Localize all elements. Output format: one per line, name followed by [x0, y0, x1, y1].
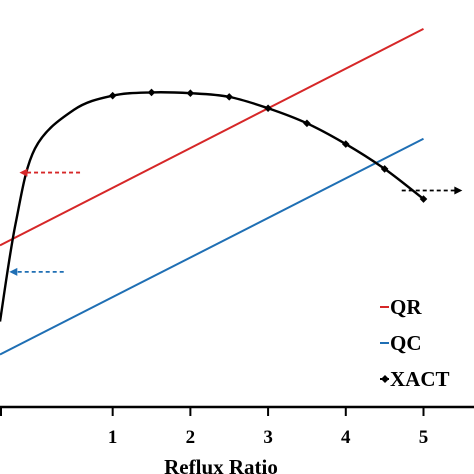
arrow-head [454, 186, 463, 195]
data-point-xact [186, 89, 195, 98]
legend-marker-xact [381, 375, 389, 383]
x-tick-label: 5 [419, 427, 429, 448]
data-point-xact [225, 93, 234, 101]
series-line-qc [0, 137, 424, 356]
data-point-xact [380, 165, 389, 173]
data-point-xact [341, 140, 350, 148]
x-tick-label: 3 [263, 427, 273, 448]
data-point-xact [264, 104, 272, 113]
data-point-xact [147, 88, 156, 97]
x-axis-label: Reflux Ratio [164, 455, 278, 474]
x-tick-label: 2 [186, 427, 196, 448]
legend-label-qc: QC [390, 331, 422, 355]
arrow-head [9, 267, 18, 276]
data-point-xact [108, 91, 117, 100]
legend-label-qr: QR [390, 295, 422, 319]
legend: QR QC XACT [380, 295, 450, 391]
arrow-head [19, 168, 28, 177]
series-line-xact [0, 91, 425, 322]
data-point-xact [419, 195, 428, 203]
legend-label-xact: XACT [390, 367, 450, 391]
data-point-xact [303, 119, 311, 128]
x-tick-label: 1 [108, 427, 118, 448]
x-tick-label: 4 [341, 427, 351, 448]
series-line-qr [0, 28, 424, 247]
